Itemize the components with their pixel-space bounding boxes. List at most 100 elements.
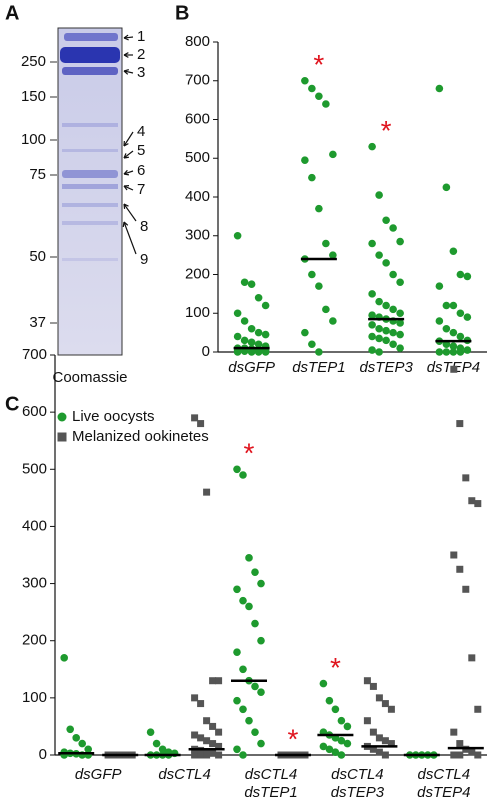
point [449,301,458,310]
x-tick-label: dsTEP3 [359,359,413,376]
point [203,737,211,745]
point [375,748,383,756]
point [463,272,472,281]
marker-label: 50 [29,248,46,265]
point [257,579,265,588]
gel-bands [60,33,120,261]
point [239,705,247,714]
point [315,282,323,290]
point [233,465,241,474]
point [456,309,465,318]
point [251,619,259,628]
point [158,745,167,754]
point [261,330,270,339]
band-arrow [123,70,134,74]
point [442,348,451,356]
point [343,739,352,748]
panel-label: B [175,2,189,24]
point [215,728,223,736]
point [389,224,397,232]
point [375,348,383,356]
point [315,204,323,213]
point [301,156,309,164]
panel-label: C [5,393,19,415]
point [456,420,464,428]
y-tick-label: 100 [22,689,47,706]
point [363,677,371,685]
point [456,270,465,279]
y-tick-label: 300 [22,575,47,592]
point [245,716,253,725]
point [197,751,205,759]
point [233,745,241,754]
point [329,251,337,259]
point [331,748,340,756]
point [233,585,241,594]
point [215,751,223,759]
point [462,474,470,482]
band-arrow [123,170,134,175]
point [375,191,383,199]
band-arrow [123,185,134,191]
point [197,734,205,742]
point [396,309,404,318]
point [381,737,389,745]
y-tick-label: 500 [22,460,47,477]
point [247,324,256,333]
point [375,694,383,702]
point [78,739,86,748]
point [239,665,247,674]
point [389,305,397,314]
point [368,142,376,151]
y-tick-label: 0 [202,343,210,360]
band-label: 8 [140,218,148,235]
x-tick-label: dsTEP4 [417,784,470,800]
marker-label: 100 [21,131,46,148]
significance-mark: * [244,438,255,469]
marker-label: 150 [21,88,46,105]
point [247,348,256,356]
point [369,682,377,690]
gel-lane [57,27,123,356]
y-tick-label: 400 [22,517,47,534]
arrow-head [123,34,129,41]
point [197,700,205,708]
band-arrow [123,36,134,39]
point [254,340,263,349]
legend-marker [57,412,67,422]
x-tick-label: dsCTL4 [418,766,471,783]
point [319,679,328,688]
marker-label: 75 [29,166,46,183]
point [449,348,458,356]
point [254,328,263,337]
point [251,682,259,691]
arrow-head [123,69,129,75]
y-tick-label: 100 [185,304,210,321]
point [240,317,249,325]
point [251,568,259,576]
x-axis-label: Coomassie [52,369,127,386]
point [368,290,376,298]
point [209,722,217,730]
point [368,332,376,341]
point [239,596,247,605]
point [474,705,482,713]
point [233,231,242,240]
point [396,319,404,327]
legend-label: Melanized ookinetes [72,428,209,445]
x-tick-label: dsGFP [228,359,275,376]
y-tick-label: 200 [185,265,210,282]
point [233,332,242,341]
point [389,270,397,279]
point [203,717,211,725]
point [375,734,383,742]
point [456,751,464,759]
point [308,84,316,93]
point [381,751,389,759]
significance-mark: * [313,49,324,80]
point [191,694,199,702]
point [233,309,242,318]
x-tick-label: dsTEP1 [244,784,297,800]
point [456,565,464,573]
point [322,100,330,108]
